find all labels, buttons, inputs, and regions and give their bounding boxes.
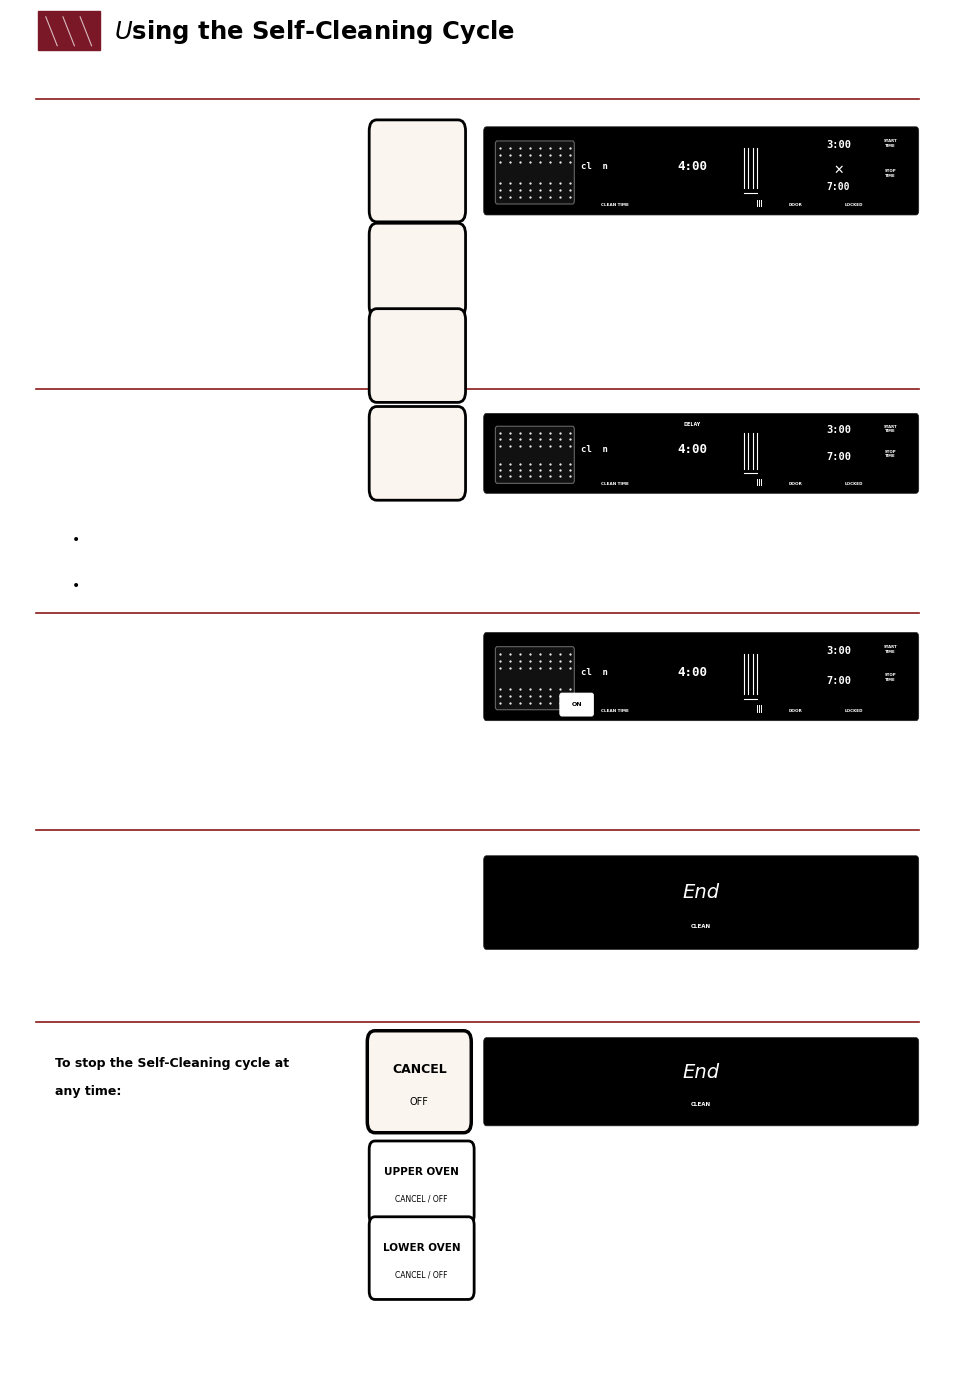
Text: End: End — [682, 883, 719, 901]
Text: UPPER OVEN: UPPER OVEN — [384, 1167, 458, 1177]
Text: CANCEL / OFF: CANCEL / OFF — [395, 1195, 448, 1203]
FancyBboxPatch shape — [483, 1038, 918, 1126]
Text: STOP: STOP — [883, 672, 895, 677]
Text: CLEAN TIME: CLEAN TIME — [600, 708, 629, 712]
Text: TIME: TIME — [883, 455, 895, 459]
Text: 7:00: 7:00 — [826, 182, 849, 192]
Text: CLEAN TIME: CLEAN TIME — [600, 482, 629, 486]
FancyBboxPatch shape — [483, 127, 918, 215]
FancyBboxPatch shape — [483, 633, 918, 721]
Text: LOCKED: LOCKED — [843, 708, 862, 712]
Text: STOP: STOP — [883, 451, 895, 453]
FancyBboxPatch shape — [369, 309, 465, 402]
Text: LOCKED: LOCKED — [843, 482, 862, 486]
Text: ON: ON — [571, 701, 581, 707]
Text: CANCEL: CANCEL — [392, 1064, 446, 1076]
Text: TIME: TIME — [883, 174, 895, 178]
Text: cl  n: cl n — [580, 163, 607, 171]
FancyBboxPatch shape — [495, 426, 574, 484]
Text: LOCKED: LOCKED — [843, 203, 862, 207]
Text: TIME: TIME — [883, 650, 895, 653]
Text: ✕: ✕ — [832, 164, 843, 178]
Text: TIME: TIME — [883, 429, 895, 433]
Text: DELAY: DELAY — [683, 422, 700, 427]
Text: •: • — [71, 579, 80, 593]
Text: cl  n: cl n — [580, 445, 607, 455]
FancyBboxPatch shape — [369, 407, 465, 500]
Text: To stop the Self-Cleaning cycle at: To stop the Self-Cleaning cycle at — [55, 1057, 289, 1071]
Text: OFF: OFF — [410, 1097, 428, 1107]
Text: START: START — [882, 645, 896, 649]
Text: •: • — [71, 533, 80, 547]
Text: START: START — [882, 424, 896, 429]
FancyBboxPatch shape — [483, 856, 918, 949]
Text: 7:00: 7:00 — [825, 675, 850, 686]
Text: 4:00: 4:00 — [677, 160, 707, 174]
FancyBboxPatch shape — [495, 141, 574, 204]
FancyBboxPatch shape — [369, 120, 465, 222]
Text: START: START — [882, 139, 896, 143]
Text: 3:00: 3:00 — [825, 646, 850, 656]
Text: LOWER OVEN: LOWER OVEN — [382, 1243, 460, 1253]
Text: CANCEL / OFF: CANCEL / OFF — [395, 1271, 448, 1279]
Text: DOOR: DOOR — [788, 708, 801, 712]
FancyBboxPatch shape — [495, 646, 574, 710]
Text: 4:00: 4:00 — [677, 444, 707, 456]
Text: 4:00: 4:00 — [677, 666, 707, 679]
Text: CLEAN: CLEAN — [690, 1101, 711, 1107]
FancyBboxPatch shape — [367, 1031, 471, 1133]
FancyBboxPatch shape — [369, 1217, 474, 1299]
Text: any time:: any time: — [55, 1084, 122, 1098]
FancyBboxPatch shape — [369, 223, 465, 317]
Text: End: End — [682, 1062, 719, 1082]
Text: 7:00: 7:00 — [825, 452, 850, 462]
Text: TIME: TIME — [883, 678, 895, 682]
Text: STOP: STOP — [883, 169, 895, 172]
FancyBboxPatch shape — [559, 693, 593, 717]
Text: DOOR: DOOR — [788, 203, 801, 207]
Text: 3:00: 3:00 — [825, 141, 850, 150]
Text: cl  n: cl n — [580, 668, 607, 677]
Text: 3:00: 3:00 — [825, 426, 850, 435]
Text: TIME: TIME — [883, 145, 895, 147]
Text: DOOR: DOOR — [788, 482, 801, 486]
Text: CLEAN: CLEAN — [690, 925, 711, 929]
Bar — [38, 11, 100, 50]
Text: $\mathit{U}$sing the Self-Cleaning Cycle: $\mathit{U}$sing the Self-Cleaning Cycle — [114, 18, 516, 45]
Text: CLEAN TIME: CLEAN TIME — [600, 203, 629, 207]
FancyBboxPatch shape — [369, 1141, 474, 1224]
FancyBboxPatch shape — [483, 413, 918, 493]
